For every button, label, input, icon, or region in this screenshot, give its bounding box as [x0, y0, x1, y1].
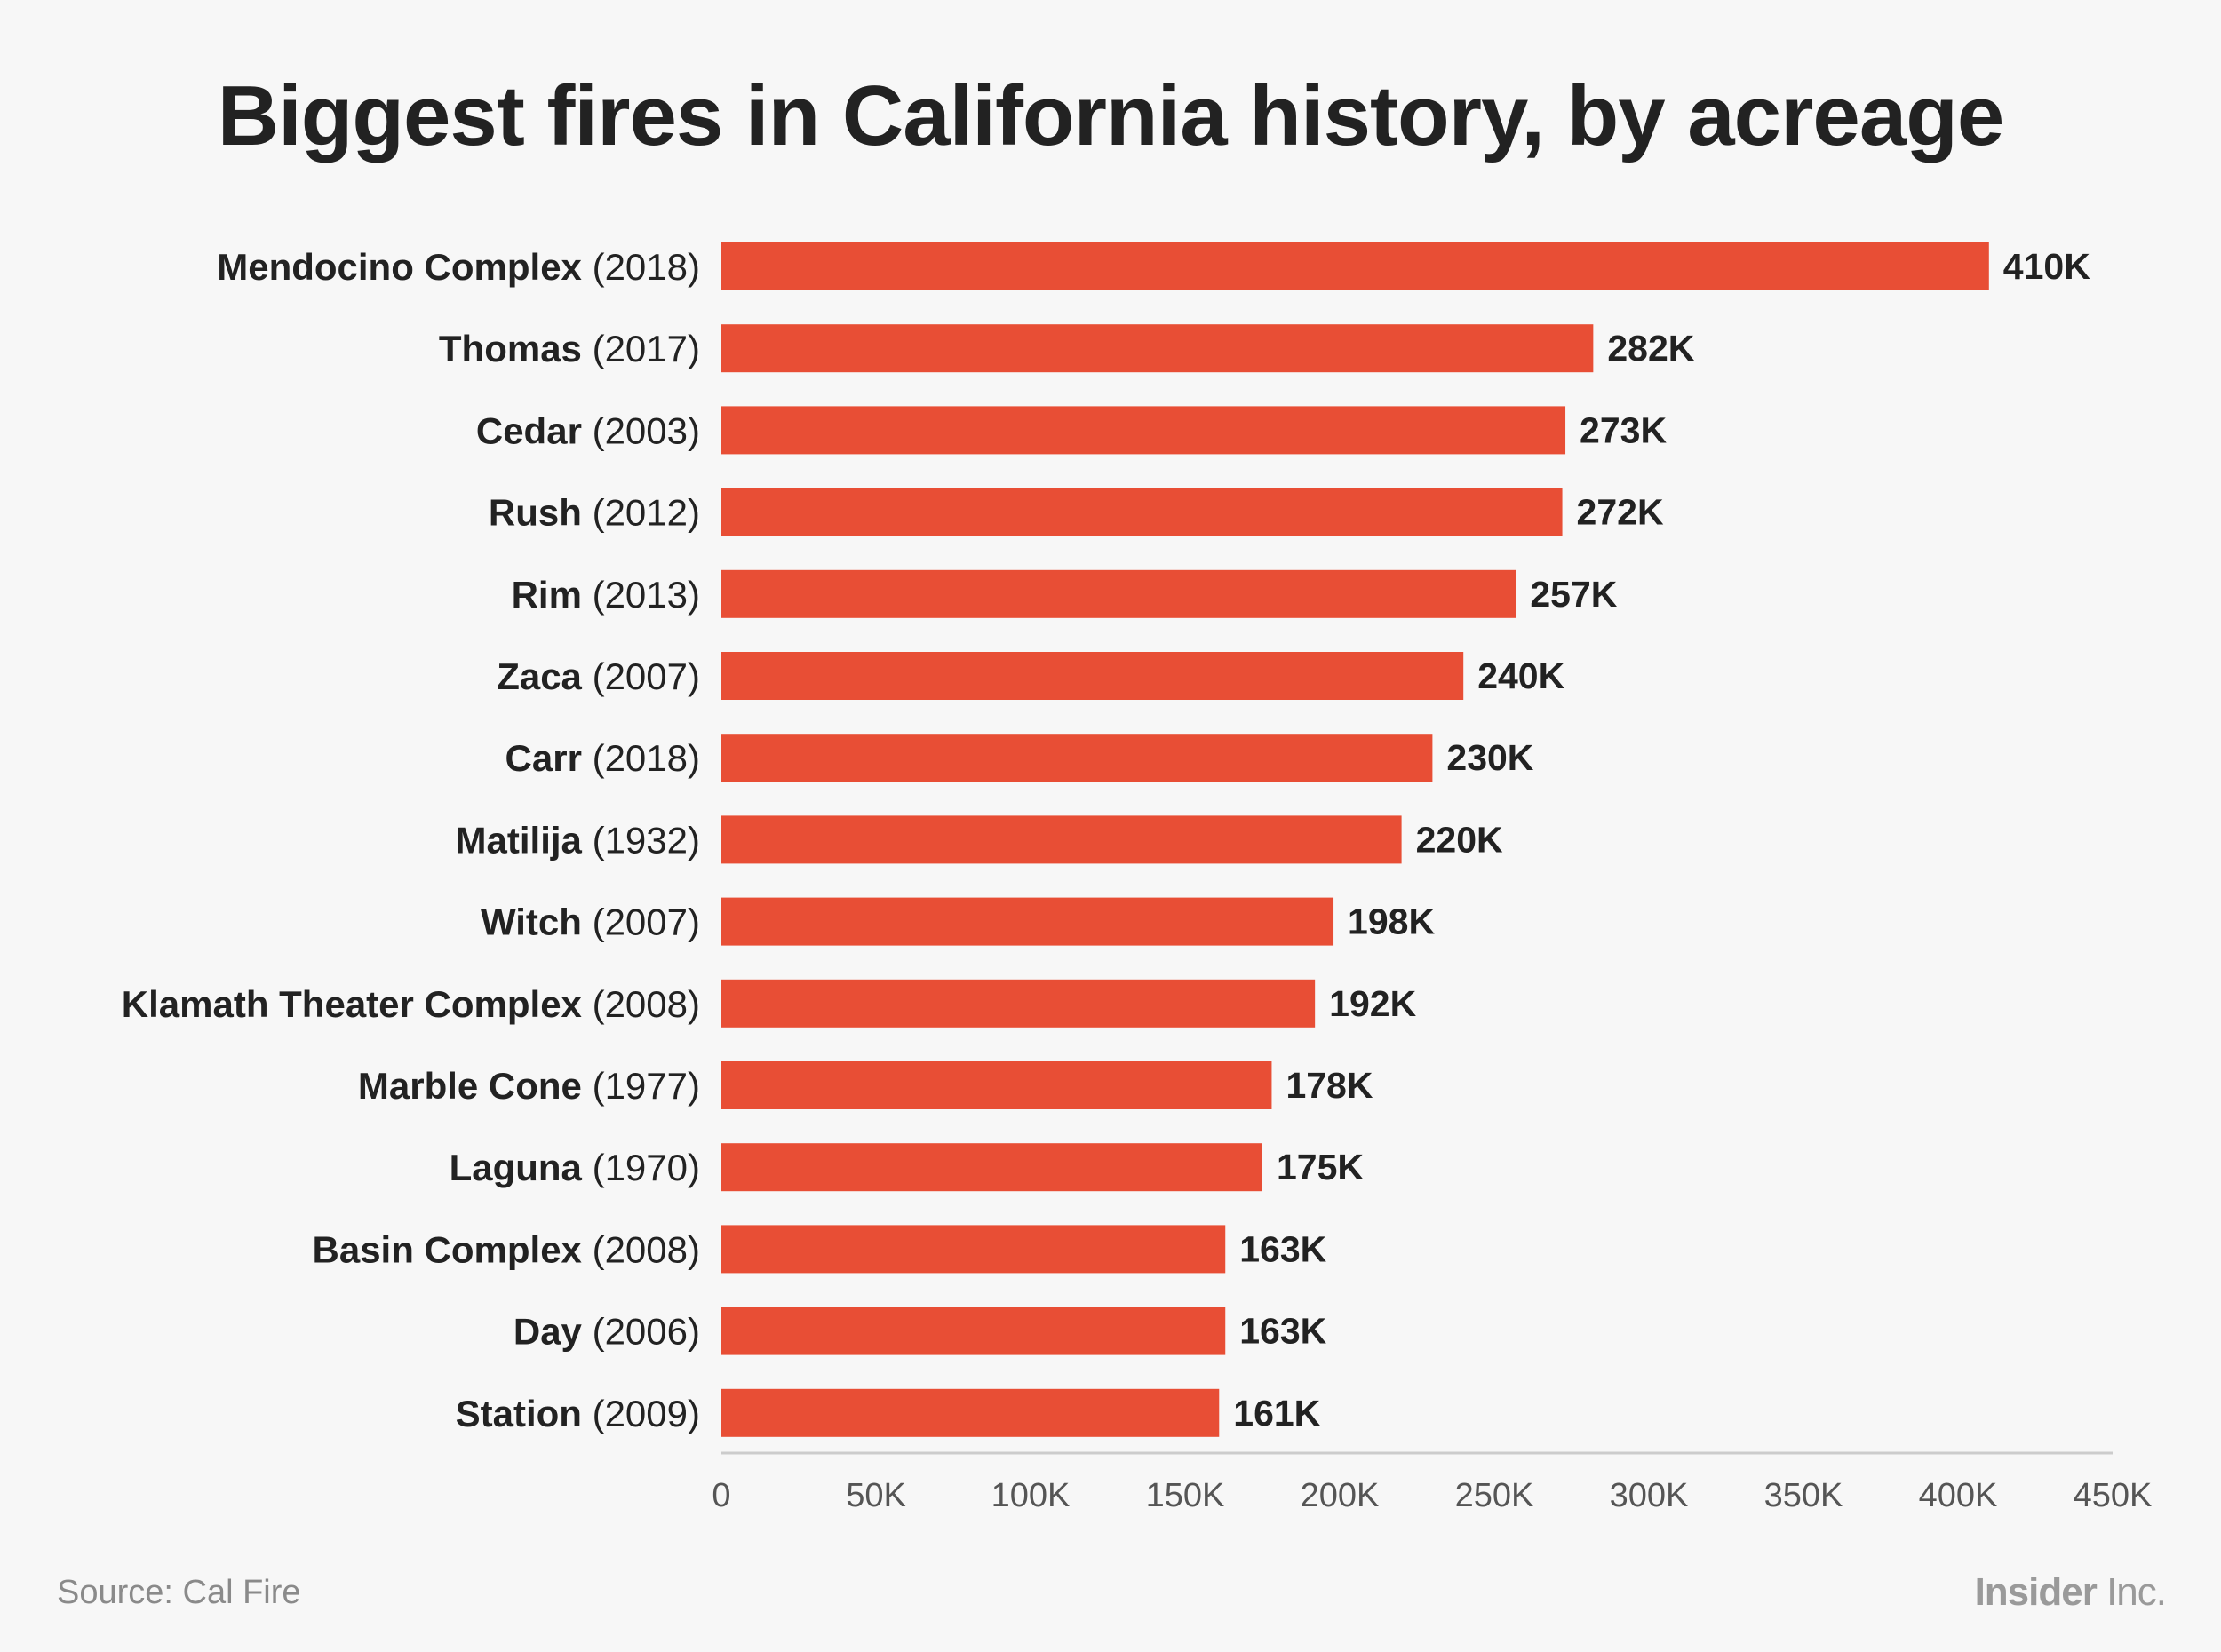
value-label: 178K [1286, 1065, 1373, 1106]
category-label: Carr (2018) [505, 737, 700, 779]
value-label: 163K [1239, 1228, 1326, 1269]
value-label: 198K [1348, 901, 1435, 942]
chart-title: Biggest fires in California history, by … [217, 68, 2004, 163]
x-axis: 0 50K 100K 150K 200K 250K 300K 350K 400K 450K [712, 1451, 2153, 1514]
x-tick-label: 250K [1455, 1477, 1534, 1514]
bar [721, 1307, 1226, 1355]
category-name: Klamath Theater Complex [122, 983, 583, 1025]
source-note: Source: Cal Fire [57, 1574, 301, 1611]
bar [721, 734, 1433, 782]
x-tick-label: 200K [1301, 1477, 1380, 1514]
bar [721, 897, 1334, 946]
category-label: Rim (2013) [512, 574, 700, 616]
x-tick-label: 300K [1610, 1477, 1689, 1514]
x-tick-label: 0 [712, 1477, 730, 1514]
value-label: 192K [1329, 983, 1416, 1024]
value-label: 175K [1277, 1147, 1364, 1187]
category-label: Witch (2007) [481, 901, 700, 943]
category-label: Station (2009) [456, 1393, 700, 1434]
brand-logo: Insider Inc. [1974, 1570, 2167, 1615]
category-name: Laguna [450, 1147, 583, 1188]
category-year: (2009) [582, 1393, 700, 1434]
category-labels-layer: Mendocino Complex (2018)Thomas (2017)Ced… [122, 246, 700, 1434]
category-year: (2003) [582, 409, 700, 451]
value-label: 272K [1577, 492, 1664, 533]
bar [721, 652, 1464, 700]
category-year: (2018) [582, 737, 700, 779]
category-year: (1932) [582, 819, 700, 861]
category-year: (2013) [582, 574, 700, 616]
category-year: (2008) [582, 983, 700, 1025]
category-name: Carr [505, 737, 582, 779]
value-label: 273K [1580, 409, 1667, 450]
category-label: Matilija (1932) [456, 819, 700, 861]
category-name: Thomas [439, 328, 582, 369]
value-label: 220K [1416, 819, 1503, 860]
bar [721, 324, 1594, 373]
value-label: 161K [1233, 1393, 1320, 1434]
category-label: Marble Cone (1977) [358, 1065, 700, 1107]
bar [721, 979, 1316, 1028]
bar [721, 242, 1989, 290]
category-name: Day [513, 1311, 583, 1353]
category-name: Witch [481, 901, 582, 943]
x-tick-label: 400K [1919, 1477, 1998, 1514]
category-year: (2007) [582, 655, 700, 697]
value-label: 410K [2003, 246, 2090, 287]
category-label: Mendocino Complex (2018) [217, 246, 700, 288]
value-label: 230K [1446, 737, 1533, 778]
category-name: Marble Cone [358, 1065, 582, 1107]
value-label: 257K [1530, 574, 1617, 615]
category-label: Klamath Theater Complex (2008) [122, 983, 700, 1025]
category-label: Cedar (2003) [476, 409, 700, 451]
value-labels-layer: 410K 282K 273K 272K 257K 240K 230K 220K 198K 192K… [1233, 246, 2090, 1434]
brand-logo-strong: Insider [1974, 1570, 2098, 1614]
category-name: Rush [489, 492, 582, 534]
bar [721, 1143, 1262, 1192]
category-year: (2008) [582, 1228, 700, 1270]
category-label: Laguna (1970) [450, 1147, 700, 1188]
category-label: Rush (2012) [489, 492, 700, 534]
x-tick-label: 450K [2074, 1477, 2153, 1514]
x-tick-label: 50K [846, 1477, 906, 1514]
category-year: (2007) [582, 901, 700, 943]
category-label: Basin Complex (2008) [313, 1228, 701, 1270]
category-year: (1977) [582, 1065, 700, 1107]
brand-logo-light: Inc. [2096, 1570, 2167, 1614]
x-tick-label: 150K [1146, 1477, 1225, 1514]
value-label: 163K [1239, 1311, 1326, 1352]
category-name: Rim [512, 574, 582, 616]
category-name: Zaca [497, 655, 582, 697]
category-label: Zaca (2007) [497, 655, 700, 697]
bar [721, 1388, 1220, 1437]
bar [721, 1061, 1272, 1109]
bar [721, 1225, 1226, 1274]
category-year: (2012) [582, 492, 700, 534]
bar [721, 569, 1516, 618]
category-name: Basin Complex [313, 1228, 583, 1270]
category-year: (1970) [582, 1147, 700, 1188]
bar [721, 406, 1566, 455]
category-name: Station [456, 1393, 582, 1434]
category-year: (2006) [582, 1311, 700, 1353]
x-tick-label: 100K [991, 1477, 1071, 1514]
category-label: Thomas (2017) [439, 328, 700, 369]
category-name: Mendocino Complex [217, 246, 582, 288]
x-tick-label: 350K [1764, 1477, 1843, 1514]
bars-layer [721, 242, 1989, 1437]
category-year: (2017) [582, 328, 700, 369]
bar [721, 488, 1563, 536]
category-year: (2018) [582, 246, 700, 288]
category-label: Day (2006) [513, 1311, 700, 1353]
category-name: Matilija [456, 819, 583, 861]
value-label: 282K [1607, 328, 1694, 369]
value-label: 240K [1477, 655, 1564, 696]
bar [721, 815, 1402, 864]
category-name: Cedar [476, 409, 582, 451]
